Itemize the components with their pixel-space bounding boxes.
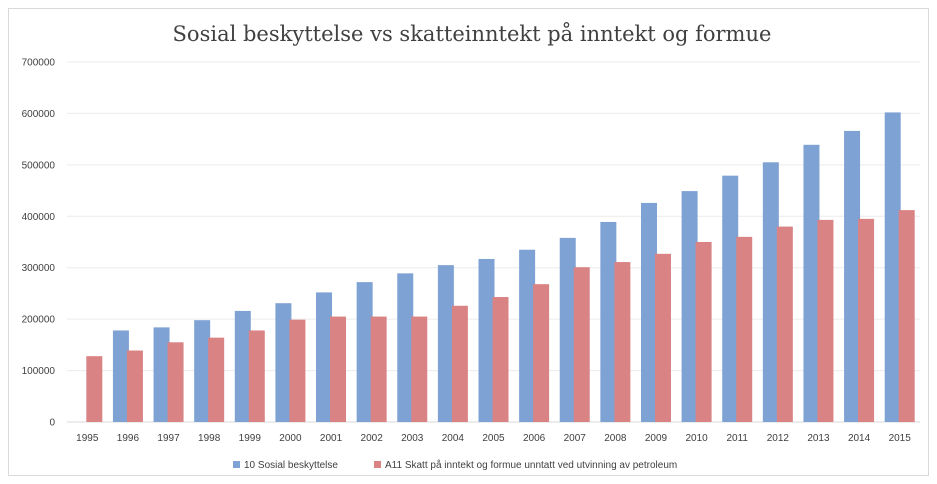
x-tick-label: 2002 xyxy=(361,433,384,444)
y-tick-label: 300000 xyxy=(22,263,56,274)
bar-sosial-beskyttelse xyxy=(640,202,657,422)
x-tick-label: 2010 xyxy=(685,433,708,444)
bar-skatt xyxy=(533,284,550,422)
y-tick-label: 500000 xyxy=(22,160,56,171)
bar-sosial-beskyttelse xyxy=(234,310,251,422)
bar-skatt xyxy=(736,236,753,422)
bar-skatt xyxy=(370,316,387,422)
bar-sosial-beskyttelse xyxy=(519,249,536,422)
legend-swatch xyxy=(233,461,240,468)
y-tick-label: 100000 xyxy=(22,366,56,377)
bar-sosial-beskyttelse xyxy=(275,303,292,422)
bar-skatt xyxy=(573,267,590,422)
y-tick-label: 200000 xyxy=(22,315,56,326)
bar-sosial-beskyttelse xyxy=(194,320,211,422)
y-axis: 0 100000 200000 300000 400000 500000 600000 700… xyxy=(22,58,56,429)
bar-skatt xyxy=(654,253,671,422)
bar-sosial-beskyttelse xyxy=(762,162,779,423)
x-tick-label: 2011 xyxy=(726,433,748,444)
bar-sosial-beskyttelse xyxy=(722,175,739,422)
y-tick-label: 0 xyxy=(49,418,55,429)
bar-sosial-beskyttelse xyxy=(437,265,454,422)
bar-skatt xyxy=(776,226,793,422)
bar-skatt xyxy=(208,337,225,422)
x-tick-label: 2001 xyxy=(320,433,343,444)
x-tick-label: 2013 xyxy=(807,433,830,444)
bar-sosial-beskyttelse xyxy=(600,221,617,422)
x-tick-label: 2006 xyxy=(523,433,546,444)
bar-sosial-beskyttelse xyxy=(153,327,170,422)
bar-sosial-beskyttelse xyxy=(478,258,495,422)
chart-title: Sosial beskyttelse vs skatteinntekt på i… xyxy=(173,22,772,46)
bar-sosial-beskyttelse xyxy=(559,237,576,422)
bar-sosial-beskyttelse xyxy=(316,292,333,422)
x-tick-label: 2012 xyxy=(767,433,790,444)
x-tick-label: 1995 xyxy=(76,433,99,444)
x-tick-label: 2004 xyxy=(442,433,465,444)
x-tick-label: 2000 xyxy=(279,433,302,444)
bar-skatt xyxy=(898,210,915,422)
legend-swatch xyxy=(374,461,381,468)
x-tick-label: 1997 xyxy=(157,433,180,444)
bar-sosial-beskyttelse xyxy=(844,130,861,422)
bar-skatt xyxy=(248,330,265,422)
bar-skatt xyxy=(411,316,428,422)
bar-skatt xyxy=(289,319,306,422)
bar-skatt xyxy=(695,242,712,422)
bar-skatt xyxy=(858,218,875,422)
bars xyxy=(86,112,915,423)
bar-skatt xyxy=(817,219,834,422)
x-tick-label: 2003 xyxy=(401,433,424,444)
x-tick-label: 2005 xyxy=(482,433,505,444)
x-tick-label: 2014 xyxy=(848,433,871,444)
legend: 10 Sosial beskyttelse A11 Skatt på inntek… xyxy=(233,459,677,471)
bar-skatt xyxy=(126,350,143,422)
x-tick-label: 2007 xyxy=(564,433,587,444)
bar-skatt xyxy=(167,342,184,422)
x-tick-label: 1996 xyxy=(117,433,140,444)
bar-sosial-beskyttelse xyxy=(356,282,373,422)
x-tick-label: 1999 xyxy=(239,433,262,444)
bar-skatt xyxy=(614,262,631,422)
bar-sosial-beskyttelse xyxy=(884,112,901,423)
bar-skatt xyxy=(86,356,103,422)
legend-label: A11 Skatt på inntekt og formue unntatt v… xyxy=(385,459,677,471)
x-tick-label: 2008 xyxy=(604,433,627,444)
bar-sosial-beskyttelse xyxy=(803,144,820,423)
bar-skatt xyxy=(451,305,468,422)
y-tick-label: 600000 xyxy=(22,109,56,120)
bar-skatt xyxy=(492,297,509,422)
bar-sosial-beskyttelse xyxy=(681,191,698,422)
x-axis: 1995 1996 1997 1998 1999 2000 2001 2002 2003 2004… xyxy=(76,433,911,444)
bar-sosial-beskyttelse xyxy=(112,330,129,422)
y-tick-label: 400000 xyxy=(22,212,56,223)
bar-sosial-beskyttelse xyxy=(397,273,414,422)
bar-skatt xyxy=(330,316,347,422)
y-tick-label: 700000 xyxy=(22,58,56,69)
x-tick-label: 2015 xyxy=(889,433,912,444)
x-tick-label: 2009 xyxy=(645,433,668,444)
x-tick-label: 1998 xyxy=(198,433,221,444)
legend-label: 10 Sosial beskyttelse xyxy=(244,460,338,471)
